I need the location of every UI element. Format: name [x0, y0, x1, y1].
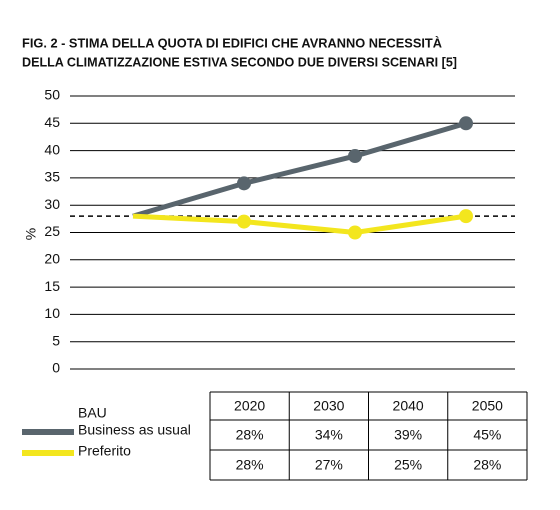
table-cell: 28%: [473, 457, 501, 473]
table-cell: 28%: [236, 457, 264, 473]
series-line: [132, 213, 467, 235]
marker: [459, 209, 473, 224]
y-tick-label: 40: [44, 141, 60, 157]
y-tick-label: 25: [44, 223, 60, 239]
y-tick-label: 15: [44, 278, 60, 294]
table-header: 2030: [313, 398, 344, 414]
table-header: 2040: [393, 398, 424, 414]
legend-label: Preferito: [78, 443, 131, 459]
series-line: [132, 120, 467, 219]
y-tick-label: 50: [44, 87, 60, 103]
table-header: 2050: [472, 398, 503, 414]
chart-title: DELLA CLIMATIZZAZIONE ESTIVA SECONDO DUE…: [22, 54, 457, 69]
marker: [459, 116, 473, 131]
y-tick-label: 20: [44, 251, 60, 267]
table-cell: 34%: [315, 427, 343, 443]
table-cell: 28%: [236, 427, 264, 443]
y-tick-label: 5: [52, 332, 60, 348]
table-cell: 45%: [473, 427, 501, 443]
y-tick-label: 0: [52, 360, 60, 376]
marker: [237, 214, 251, 229]
table-cell: 39%: [394, 427, 422, 443]
y-axis-label: %: [23, 228, 39, 240]
legend-abbr: BAU: [78, 405, 107, 421]
marker: [348, 149, 362, 164]
marker: [348, 225, 362, 240]
legend-label: Business as usual: [78, 422, 191, 438]
table-header: 2020: [234, 398, 265, 414]
table-cell: 27%: [315, 457, 343, 473]
y-tick-label: 30: [44, 196, 60, 212]
y-tick-label: 10: [44, 305, 60, 321]
marker: [237, 176, 251, 191]
table-cell: 25%: [394, 457, 422, 473]
chart-title: FIG. 2 - STIMA DELLA QUOTA DI EDIFICI CH…: [22, 35, 443, 50]
y-tick-label: 45: [44, 114, 60, 130]
y-tick-label: 35: [44, 169, 60, 185]
